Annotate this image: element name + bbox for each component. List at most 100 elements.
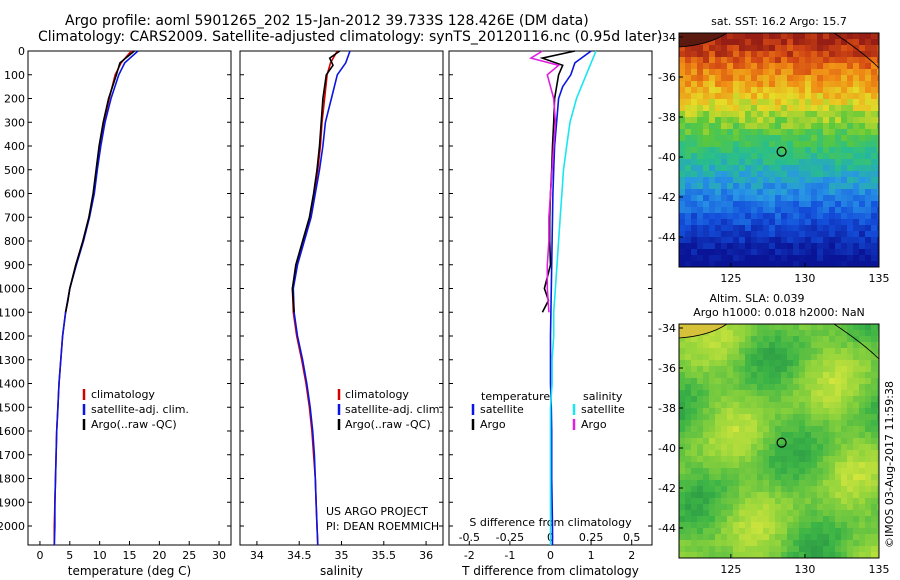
argo-location-marker <box>776 146 787 157</box>
x-tick-label-top: 0.5 <box>623 531 641 544</box>
x-tick-label: 0 <box>36 549 43 562</box>
map-y-tick-label: -40 <box>658 151 676 164</box>
x-tick-label: 36 <box>419 549 433 562</box>
map-y-tick-label: -34 <box>658 31 676 44</box>
x-tick-label-top: -0.5 <box>459 531 480 544</box>
y-tick-label: 500 <box>4 164 25 177</box>
map-y-tick-label: -42 <box>658 191 676 204</box>
series-line-2-2 <box>291 50 341 313</box>
series-line-2-1 <box>292 50 351 546</box>
map-x-tick-label: 130 <box>794 563 815 576</box>
coastline <box>833 323 880 360</box>
map-y-tick-label: -44 <box>658 231 676 244</box>
series-line-3-0 <box>549 50 592 545</box>
y-tick-label: 300 <box>4 116 25 129</box>
chart-title-line2: Climatology: CARS2009. Satellite-adjuste… <box>38 29 663 45</box>
map-y-tick-label: -40 <box>658 442 676 455</box>
legend-title-temperature: temperature <box>481 390 550 403</box>
series-line-3-3 <box>528 50 561 313</box>
y-tick-label: 1000 <box>0 283 25 296</box>
legend-label: Argo <box>581 418 607 431</box>
x-tick-label: 25 <box>182 549 196 562</box>
x-axis-label: temperature (deg C) <box>68 564 191 578</box>
annotation-project: US ARGO PROJECT <box>326 505 428 518</box>
x-tick-label: 35 <box>335 549 349 562</box>
map-y-tick-label: -42 <box>658 482 676 495</box>
map-y-tick-label: -38 <box>658 402 676 415</box>
x-axis-label: T difference from climatology <box>461 564 639 578</box>
sst-heatmap <box>679 33 879 267</box>
y-tick-label: 1700 <box>0 449 25 462</box>
legend-label: satellite-adj. clim. <box>91 403 189 416</box>
y-tick-label: 2000 <box>0 520 25 533</box>
annotation-pi: PI: DEAN ROEMMICH <box>326 520 439 533</box>
y-tick-label: 600 <box>4 188 25 201</box>
legend-label: climatology <box>345 388 409 401</box>
x-tick-label: 35.5 <box>372 549 397 562</box>
series-line-1-2 <box>64 50 135 313</box>
map-frame <box>678 32 880 268</box>
y-tick-label: 1300 <box>0 354 25 367</box>
map-title-line2: Argo h1000: 0.018 h2000: NaN <box>693 306 865 319</box>
sla-heatmap <box>679 324 879 558</box>
map-y-tick-label: -36 <box>658 71 676 84</box>
series-line-1-1 <box>53 50 139 546</box>
x-tick-label-top: -0.25 <box>496 531 524 544</box>
x-tick-label: 2 <box>628 549 635 562</box>
y-tick-label: 1800 <box>0 473 25 486</box>
legend-label: Argo(..raw -QC) <box>345 418 431 431</box>
y-tick-label: 100 <box>4 69 25 82</box>
chart-title-line1: Argo profile: aoml 5901265_202 15-Jan-20… <box>65 13 589 29</box>
y-tick-label: 1400 <box>0 378 25 391</box>
map-x-tick-label: 125 <box>720 272 741 285</box>
y-tick-label: 700 <box>4 211 25 224</box>
x-tick-label: 30 <box>212 549 226 562</box>
plot-frame-2 <box>239 50 444 546</box>
x-tick-label: 5 <box>66 549 73 562</box>
x-tick-label: -1 <box>504 549 515 562</box>
x-tick-label: 10 <box>93 549 107 562</box>
y-tick-label: 1600 <box>0 425 25 438</box>
map-x-tick-label: 130 <box>794 272 815 285</box>
map-y-tick-label: -44 <box>658 522 676 535</box>
x-tick-label-top: 0.25 <box>579 531 604 544</box>
map-y-tick-label: -38 <box>658 111 676 124</box>
series-line-1-0 <box>53 50 132 545</box>
legend-label: satellite <box>480 403 524 416</box>
credit-text: ©IMOS 03-Aug-2017 11:59:38 <box>883 381 896 548</box>
y-tick-label: 800 <box>4 235 25 248</box>
y-tick-label: 1900 <box>0 496 25 509</box>
y-tick-label: 1200 <box>0 330 25 343</box>
map-x-tick-label: 125 <box>720 563 741 576</box>
y-tick-label: 1500 <box>0 401 25 414</box>
x-tick-label: 34 <box>250 549 264 562</box>
coastline <box>833 32 880 69</box>
y-tick-label: 200 <box>4 93 25 106</box>
map-frame <box>678 323 880 559</box>
map-title: sat. SST: 16.2 Argo: 15.7 <box>711 15 847 28</box>
x-tick-label: -2 <box>464 549 475 562</box>
y-tick-label: 400 <box>4 140 25 153</box>
x-tick-label: 15 <box>123 549 137 562</box>
x-axis-label: salinity <box>320 564 363 578</box>
legend-label: satellite-adj. clim. <box>345 403 443 416</box>
map-title-line1: Altim. SLA: 0.039 <box>709 292 804 305</box>
map-y-tick-label: -34 <box>658 322 676 335</box>
legend-label: Argo(..raw -QC) <box>91 418 177 431</box>
x-tick-label: 20 <box>152 549 166 562</box>
legend-title-salinity: salinity <box>583 390 623 403</box>
y-tick-label: 900 <box>4 259 25 272</box>
legend-label: Argo <box>480 418 506 431</box>
x-tick-label: 0 <box>547 549 554 562</box>
map-x-tick-label: 135 <box>869 563 890 576</box>
map-x-tick-label: 135 <box>869 272 890 285</box>
y-tick-label: 1100 <box>0 306 25 319</box>
y-tick-label: 0 <box>18 45 25 58</box>
series-line-3-2 <box>549 50 597 545</box>
map-y-tick-label: -36 <box>658 362 676 375</box>
legend-label: satellite <box>581 403 625 416</box>
legend-label: climatology <box>91 388 155 401</box>
plot-frame-1 <box>27 50 232 546</box>
argo-location-marker <box>776 437 787 448</box>
